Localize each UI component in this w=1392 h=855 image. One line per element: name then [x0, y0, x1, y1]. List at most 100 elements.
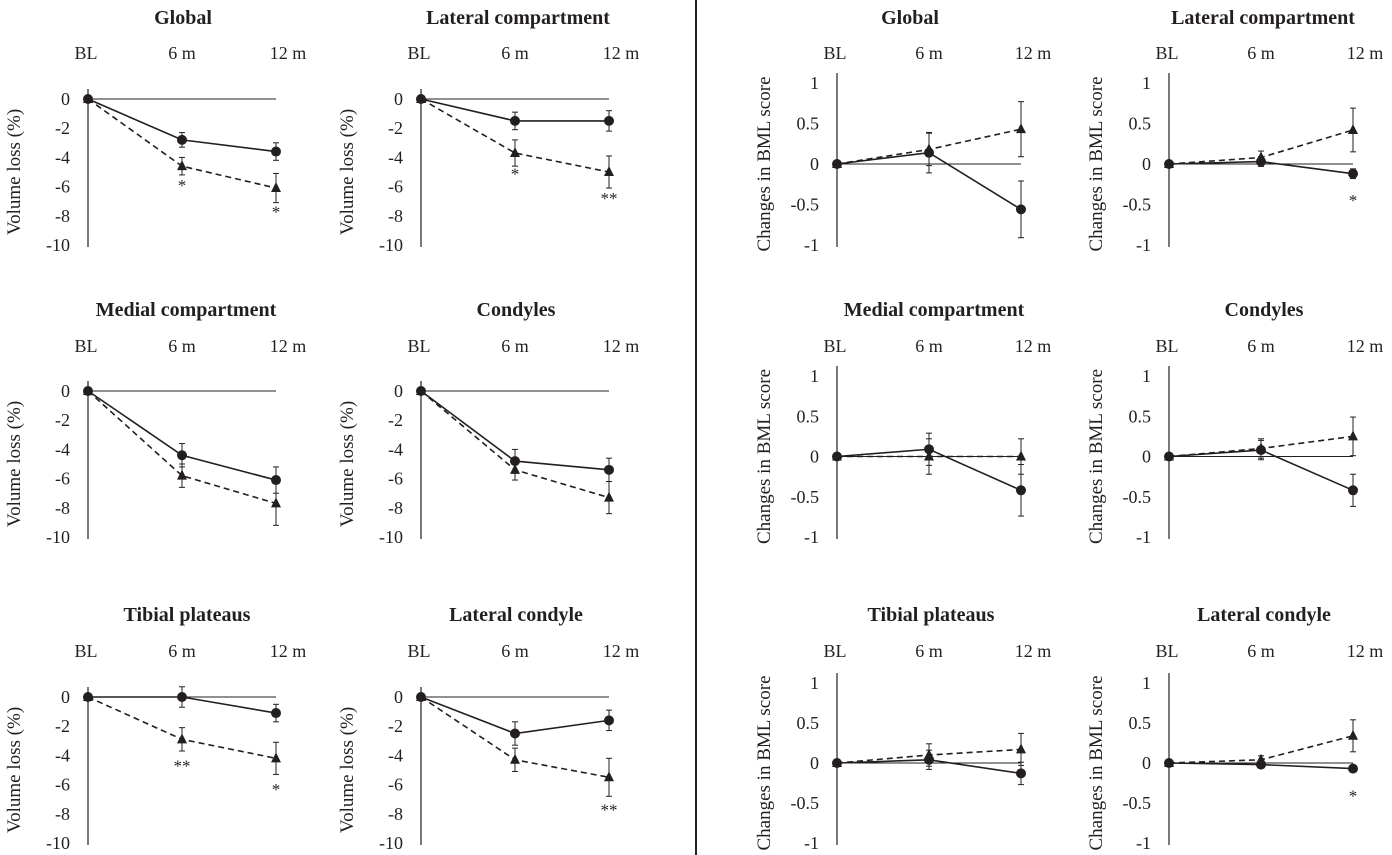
circle-marker	[1016, 485, 1026, 496]
panel-title: Medial compartment	[96, 299, 277, 321]
y-tick-label: -10	[379, 527, 403, 547]
category-label: 12 m	[1015, 641, 1052, 661]
y-tick-label: -2	[388, 716, 403, 736]
panel-title: Tibial plateaus	[124, 604, 251, 626]
category-label: BL	[823, 336, 846, 356]
chart-panel-9: Medial compartment BL 6 m 12 m 1 0.5 0 -0.5 -1 Ch…	[754, 299, 1051, 547]
y-tick-label: -1	[1136, 833, 1151, 853]
panel-title: Condyles	[1225, 299, 1304, 321]
y-tick-label: -0.5	[1123, 487, 1152, 507]
category-label: 6 m	[915, 641, 943, 661]
y-tick-label: -8	[55, 804, 70, 824]
panel-title: Lateral condyle	[1197, 604, 1331, 626]
triangle-marker	[416, 93, 426, 103]
triangle-marker	[271, 182, 281, 193]
panel-title: Lateral compartment	[426, 7, 610, 29]
triangle-marker	[1164, 158, 1174, 168]
y-tick-label: -6	[55, 469, 70, 489]
significance-marker: *	[272, 202, 281, 221]
y-tick-label: 0	[394, 89, 403, 109]
y-axis-label: Volume loss (%)	[4, 109, 25, 235]
y-tick-label: 0.5	[797, 114, 820, 134]
category-label: 6 m	[168, 43, 196, 63]
y-tick-label: -10	[46, 833, 70, 853]
panel-title: Medial compartment	[844, 299, 1025, 321]
triangle-marker	[83, 93, 93, 103]
category-label: 6 m	[1247, 641, 1275, 661]
triangle-marker	[924, 143, 934, 154]
category-label: BL	[823, 43, 846, 63]
y-tick-label: -4	[388, 745, 403, 765]
triangle-marker	[1256, 753, 1266, 764]
y-axis-label: Volume loss (%)	[337, 707, 358, 833]
y-tick-label: 0	[61, 687, 70, 707]
series-line-2	[420, 98, 610, 173]
y-tick-label: -1	[804, 527, 819, 547]
category-label: 12 m	[1347, 336, 1384, 356]
triangle-marker	[1348, 430, 1358, 441]
category-label: 6 m	[1247, 336, 1275, 356]
circle-marker	[604, 715, 614, 726]
y-tick-label: 0.5	[1129, 406, 1152, 426]
panel-title: Tibial plateaus	[868, 604, 995, 626]
y-tick-label: -0.5	[791, 195, 820, 215]
triangle-marker	[83, 385, 93, 395]
y-tick-label: -4	[55, 745, 70, 765]
y-tick-label: -10	[379, 235, 403, 255]
y-tick-label: -6	[388, 177, 403, 197]
y-tick-label: 1	[1142, 366, 1151, 386]
y-axis-label: Volume loss (%)	[337, 109, 358, 235]
significance-marker: **	[174, 756, 191, 775]
triangle-marker	[1164, 450, 1174, 461]
chart-panel-5: Tibial plateaus BL 6 m 12 m 0 -2 -4 -6 -8 -10 Volu…	[4, 604, 306, 853]
circle-marker	[177, 134, 187, 145]
circle-marker	[510, 728, 520, 739]
y-tick-label: -0.5	[1123, 195, 1152, 215]
category-label: BL	[74, 43, 97, 63]
chart-panel-2: Lateral compartment BL 6 m 12 m 0 -2 -4 -6 -8 -10…	[337, 7, 639, 255]
y-tick-label: 0.5	[1129, 114, 1152, 134]
circle-marker	[604, 115, 614, 126]
circle-marker	[177, 450, 187, 461]
triangle-marker	[416, 691, 426, 701]
triangle-marker	[832, 450, 842, 461]
y-tick-label: 0	[1142, 753, 1151, 773]
triangle-marker	[1016, 743, 1026, 754]
category-label: 12 m	[603, 641, 640, 661]
y-tick-label: 1	[810, 366, 819, 386]
triangle-marker	[416, 385, 426, 395]
significance-marker: *	[1349, 191, 1358, 210]
triangle-marker	[924, 749, 934, 759]
y-tick-label: 1	[1142, 673, 1151, 693]
y-tick-label: 0.5	[1129, 713, 1152, 733]
y-tick-label: 0	[1142, 447, 1151, 467]
y-axis-label: Changes in BML score	[754, 369, 775, 544]
y-tick-label: 0	[1142, 154, 1151, 174]
y-tick-label: -8	[388, 498, 403, 518]
triangle-marker	[1016, 450, 1026, 461]
circle-marker	[1016, 768, 1026, 779]
y-tick-label: -8	[55, 206, 70, 226]
y-tick-label: -2	[55, 410, 70, 430]
y-axis-label: Changes in BML score	[1086, 76, 1107, 251]
significance-marker: *	[511, 164, 520, 183]
category-label: 12 m	[1347, 641, 1384, 661]
y-tick-label: -2	[388, 118, 403, 138]
chart-panel-7: Global BL 6 m 12 m 1 0.5 0 -0.5 -1 Changes in BML…	[754, 7, 1051, 255]
y-tick-label: -1	[1136, 235, 1151, 255]
triangle-marker	[604, 771, 614, 782]
significance-marker: *	[272, 780, 281, 799]
triangle-marker	[1164, 757, 1174, 767]
category-label: BL	[1155, 43, 1178, 63]
circle-marker	[510, 115, 520, 126]
y-axis-label: Changes in BML score	[1086, 675, 1107, 850]
y-tick-label: -1	[804, 235, 819, 255]
significance-marker: *	[1349, 786, 1358, 805]
y-tick-label: -6	[55, 177, 70, 197]
circle-marker	[177, 692, 187, 702]
y-tick-label: -6	[55, 775, 70, 795]
y-tick-label: -10	[46, 235, 70, 255]
chart-panel-12: Lateral condyle BL 6 m 12 m 1 0.5 0 -0.5 -1 Chang…	[1086, 604, 1383, 853]
triangle-marker	[510, 463, 520, 474]
category-label: BL	[1155, 641, 1178, 661]
